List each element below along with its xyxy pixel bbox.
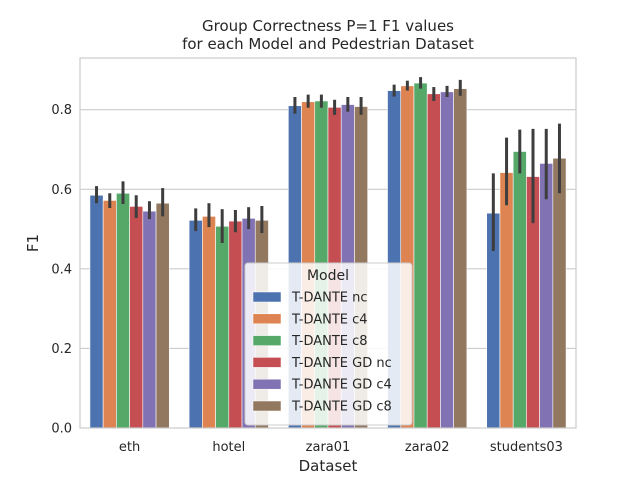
x-tick-label: eth	[119, 440, 140, 455]
bar	[426, 93, 441, 429]
y-tick-label: 0.8	[51, 103, 72, 118]
legend-label: T-DANTE c4	[291, 312, 368, 327]
legend-label: T-DANTE GD c4	[291, 378, 392, 393]
error-bars	[95, 77, 561, 251]
y-axis-label: F1	[24, 234, 42, 252]
bar	[512, 151, 527, 429]
bar	[116, 192, 130, 429]
chart-title-line-1: Group Correctness P=1 F1 values	[202, 17, 454, 35]
bar	[202, 216, 216, 429]
legend-swatch	[252, 291, 282, 303]
bar	[539, 163, 554, 429]
legend-label: T-DANTE GD c8	[291, 400, 392, 415]
legend-box	[244, 262, 413, 426]
bar	[552, 157, 567, 429]
bar	[102, 200, 117, 429]
bar	[228, 220, 243, 429]
x-axis-ticks: eth hotel zara01 zara02 students03	[119, 440, 563, 455]
bar	[142, 210, 157, 429]
y-tick-label: 0.4	[51, 262, 72, 277]
legend-items: T-DANTE nc T-DANTE c4 T-DANTE c8 T-DANTE GD…	[252, 291, 392, 415]
bar	[440, 91, 454, 429]
legend-label: T-DANTE c8	[291, 334, 368, 349]
bar	[129, 206, 144, 429]
legend-swatch	[252, 357, 282, 368]
chart-title-line-2: for each Model and Pedestrian Dataset	[182, 35, 474, 53]
legend-swatch	[252, 378, 282, 390]
legend-swatch	[252, 335, 282, 346]
legend-label: T-DANTE GD nc	[291, 356, 392, 371]
bar	[499, 172, 514, 429]
x-tick-label: zara01	[306, 440, 351, 455]
x-tick-label: hotel	[212, 440, 245, 455]
legend-swatch	[252, 400, 282, 412]
y-axis-ticks: 0.0 0.2 0.4 0.6 0.8	[51, 103, 72, 436]
legend-label: T-DANTE nc	[291, 291, 368, 306]
y-tick-label: 0.0	[51, 422, 72, 437]
bar	[215, 225, 230, 429]
legend: Model T-DANTE ncT-DANTE c4T-DANTE c8T-DA…	[244, 262, 413, 426]
bar	[89, 194, 104, 429]
plot-frame	[79, 57, 577, 429]
bar	[453, 88, 468, 429]
legend-title: Model	[307, 268, 349, 284]
x-axis-label: Dataset	[299, 457, 358, 475]
y-tick-label: 0.6	[51, 183, 72, 198]
bar	[188, 220, 203, 429]
x-tick-label: students03	[490, 440, 563, 455]
legend-swatch	[252, 313, 282, 325]
bar	[413, 82, 428, 429]
x-tick-label: zara02	[405, 440, 450, 455]
y-tick-label: 0.2	[51, 342, 72, 357]
bar	[155, 202, 170, 429]
